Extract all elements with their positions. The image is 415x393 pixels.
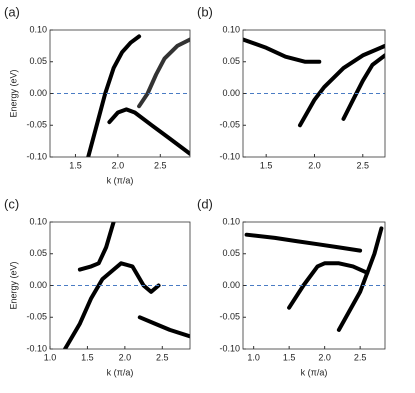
panel-label: (b) xyxy=(197,4,213,19)
x-tick-label: 1.5 xyxy=(283,352,296,362)
y-axis-label: Energy (eV) xyxy=(8,261,18,309)
x-tick-label: 2.5 xyxy=(357,160,370,170)
y-tick-label: 0.10 xyxy=(29,24,47,34)
band xyxy=(77,222,116,272)
plot-area xyxy=(243,37,385,128)
y-tick-label: -0.05 xyxy=(26,120,47,130)
band xyxy=(341,53,385,121)
y-tick-label: -0.05 xyxy=(219,120,240,130)
y-tick-label: 0.10 xyxy=(222,216,240,226)
plot-area xyxy=(244,226,384,332)
y-tick-label: 0.00 xyxy=(29,88,47,98)
y-tick-label: 0.10 xyxy=(222,24,240,34)
y-tick-label: -0.10 xyxy=(219,343,240,353)
band xyxy=(137,37,190,109)
y-axis-label: Energy (eV) xyxy=(8,69,18,117)
panel-label: (d) xyxy=(197,196,213,211)
x-tick-label: 1.0 xyxy=(247,352,260,362)
x-tick-label: 1.0 xyxy=(44,352,57,362)
y-tick-label: -0.05 xyxy=(219,312,240,322)
y-tick-label: -0.10 xyxy=(219,151,240,161)
band xyxy=(287,261,370,310)
x-tick-label: 2.0 xyxy=(112,160,125,170)
y-tick-label: -0.10 xyxy=(26,151,47,161)
y-tick-label: -0.10 xyxy=(26,343,47,353)
band xyxy=(298,43,385,128)
x-tick-label: 2.0 xyxy=(308,160,321,170)
x-tick-label: 1.5 xyxy=(260,160,273,170)
x-tick-label: 2.5 xyxy=(154,160,167,170)
x-tick-label: 2.0 xyxy=(318,352,331,362)
band xyxy=(63,261,161,349)
x-tick-label: 2.5 xyxy=(354,352,367,362)
y-tick-label: 0.05 xyxy=(222,248,240,258)
x-tick-label: 1.5 xyxy=(69,160,82,170)
x-axis-label: k (π/a) xyxy=(107,175,134,185)
band xyxy=(243,37,322,64)
panel-label: (a) xyxy=(4,4,20,19)
x-tick-label: 2.0 xyxy=(119,352,132,362)
band xyxy=(107,107,190,156)
y-tick-label: 0.00 xyxy=(222,88,240,98)
panel-label: (c) xyxy=(4,196,19,211)
x-tick-label: 2.5 xyxy=(156,352,169,362)
plot-area xyxy=(63,222,190,349)
y-tick-label: -0.05 xyxy=(26,312,47,322)
plot-area xyxy=(86,34,190,157)
x-tick-label: 1.5 xyxy=(81,352,94,362)
y-tick-label: 0.00 xyxy=(29,280,47,290)
y-tick-label: 0.05 xyxy=(29,56,47,66)
y-tick-label: 0.05 xyxy=(29,248,47,258)
band xyxy=(244,232,363,253)
x-axis-label: k (π/a) xyxy=(301,367,328,377)
y-tick-label: 0.00 xyxy=(222,280,240,290)
band xyxy=(137,315,190,339)
band xyxy=(86,34,142,157)
x-axis-label: k (π/a) xyxy=(107,367,134,377)
y-tick-label: 0.10 xyxy=(29,216,47,226)
y-tick-label: 0.05 xyxy=(222,56,240,66)
band xyxy=(336,226,384,332)
